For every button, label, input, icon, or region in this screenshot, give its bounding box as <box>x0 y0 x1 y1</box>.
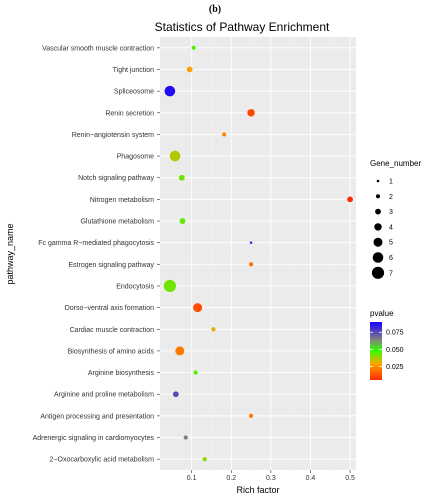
y-tick-label: Phagosome <box>117 154 154 161</box>
data-point <box>164 85 176 97</box>
data-point <box>172 391 179 398</box>
data-point <box>186 66 193 73</box>
data-points <box>163 45 353 462</box>
data-point <box>247 109 255 117</box>
x-axis-title: Rich factor <box>236 485 279 495</box>
size-legend-label: 4 <box>389 224 393 231</box>
y-tick-label: Fc gamma R−mediated phagocytosis <box>38 240 154 247</box>
data-point <box>183 435 188 440</box>
y-tick-label: Tight junction <box>113 67 154 74</box>
size-legend-dot <box>371 266 385 279</box>
y-axis-labels: Vascular smooth muscle contraction Tight … <box>33 45 160 464</box>
data-point <box>248 262 254 267</box>
color-legend-label: 0.050 <box>386 347 404 354</box>
data-point <box>249 241 253 244</box>
size-legend-label: 3 <box>389 209 393 216</box>
size-legend-dot <box>373 237 383 247</box>
data-point <box>222 132 227 137</box>
x-tick-label: 0.4 <box>306 475 316 482</box>
y-tick-label: Glutathione metabolism <box>80 219 154 226</box>
x-tick-label: 0.5 <box>345 475 355 482</box>
y-tick-label: Biosynthesis of amino acids <box>68 348 155 355</box>
y-tick-label: Endocytosis <box>116 283 154 290</box>
data-point <box>191 45 196 50</box>
data-point <box>175 346 185 356</box>
color-legend-label: 0.075 <box>386 330 404 337</box>
color-legend: pvalue 0.075 0.050 0.025 <box>370 309 404 380</box>
x-tick-label: 0.2 <box>226 475 236 482</box>
data-point <box>193 370 198 375</box>
x-tick-label: 0.1 <box>187 475 197 482</box>
color-bar <box>370 322 382 380</box>
size-legend-dot <box>374 223 382 231</box>
panel-label: (b) <box>209 4 221 15</box>
y-tick-label: Arginine and proline metabolism <box>54 392 154 399</box>
y-tick-label: Nitrogen metabolism <box>90 197 154 204</box>
y-axis-title: pathway_name <box>5 223 15 284</box>
y-tick-label: Antigen processing and presentation <box>40 413 154 420</box>
data-point <box>178 174 185 181</box>
y-tick-label: 2−Oxocarboxylic acid metabolism <box>50 457 155 464</box>
grid-lines <box>160 37 356 470</box>
size-legend-dot <box>375 194 381 199</box>
y-tick-label: Dorso−ventral axis formation <box>65 305 154 312</box>
size-legend-title: Gene_number <box>370 159 421 168</box>
y-tick-label: Spliceosome <box>114 89 154 96</box>
size-legend-label: 5 <box>389 240 393 247</box>
color-legend-label: 0.025 <box>386 364 404 371</box>
data-point <box>163 279 176 293</box>
size-legend-label: 7 <box>389 270 393 277</box>
data-point <box>179 218 186 224</box>
size-legend-label: 1 <box>389 179 393 186</box>
plot-panel <box>160 37 356 470</box>
size-legend-dot <box>375 208 381 215</box>
x-tick-label: 0.3 <box>266 475 276 482</box>
y-tick-label: Adrenergic signaling in cardiomyocytes <box>33 435 155 442</box>
y-tick-label: Renin secretion <box>105 110 154 117</box>
x-axis-ticks: 0.1 0.2 0.3 0.4 0.5 <box>187 470 355 482</box>
y-tick-label: Vascular smooth muscle contraction <box>42 45 154 52</box>
chart-title: Statistics of Pathway Enrichment <box>155 20 330 34</box>
y-tick-label: Arginine biosynthesis <box>88 370 155 377</box>
size-legend-dot <box>376 179 380 183</box>
y-tick-label: Renin−angiotensin system <box>72 132 154 139</box>
y-tick-label: Estrogen signaling pathway <box>68 262 154 269</box>
size-legend-label: 2 <box>389 194 393 201</box>
size-legend-dot <box>372 252 384 263</box>
data-point <box>347 196 353 203</box>
data-point <box>211 327 216 332</box>
y-tick-label: Cardiac muscle contraction <box>70 327 155 334</box>
size-legend-label: 6 <box>389 255 393 262</box>
data-point <box>202 457 207 462</box>
data-point <box>193 303 203 313</box>
data-point <box>248 413 254 418</box>
y-tick-label: Notch signaling pathway <box>78 175 154 182</box>
data-point <box>169 150 181 162</box>
size-legend: Gene_number 1 2 3 4 5 6 7 <box>370 159 421 279</box>
color-legend-title: pvalue <box>370 309 394 318</box>
